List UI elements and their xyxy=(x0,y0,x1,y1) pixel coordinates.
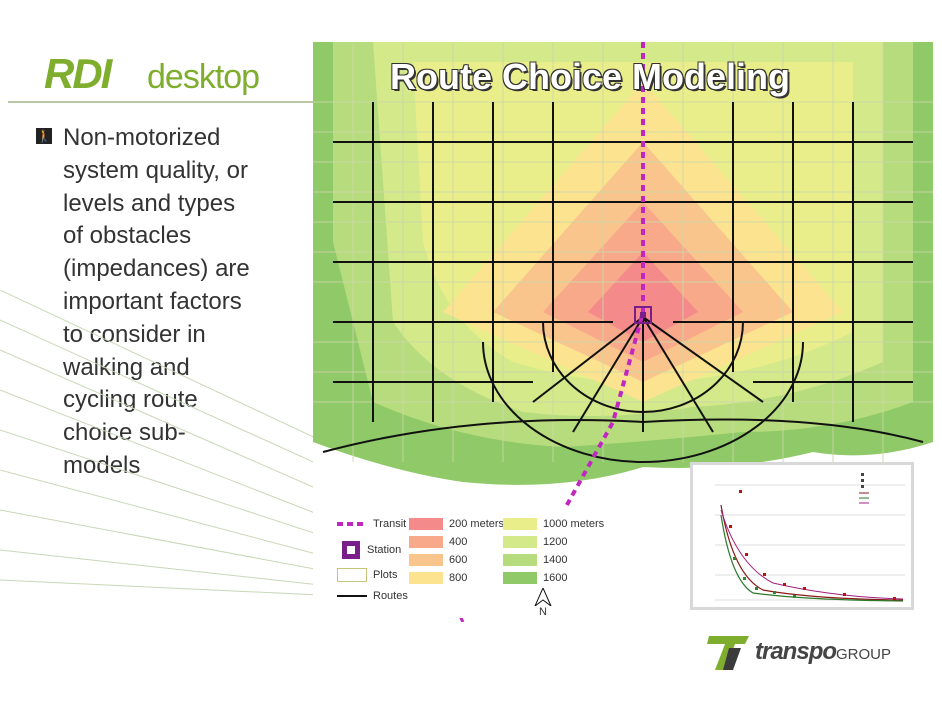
band-swatch xyxy=(409,536,443,548)
transit-line-icon xyxy=(337,522,367,526)
brand-suffix: GROUP xyxy=(836,646,892,663)
bullet-line: important factors xyxy=(63,287,242,315)
bullet-line: levels and types xyxy=(63,189,236,217)
band-label: 1400 xyxy=(543,554,568,566)
band-swatch xyxy=(503,518,537,530)
walking-person-icon: 🚶 xyxy=(36,128,52,144)
transpo-mark-icon xyxy=(707,636,749,670)
legend-station-label: Station xyxy=(367,544,402,556)
bullet-line: choice sub- xyxy=(63,419,186,447)
band-label: 400 xyxy=(449,536,468,548)
band-label: 800 xyxy=(449,572,468,584)
legend-transit: Transit xyxy=(337,518,406,530)
bullet-line: models xyxy=(63,451,141,479)
legend-plots-label: Plots xyxy=(373,569,398,581)
logo-mark: RDI xyxy=(44,50,112,97)
map-image xyxy=(313,42,933,622)
legend-band-1200: 1200 xyxy=(503,536,567,548)
legend-plots: Plots xyxy=(337,568,397,582)
slide-title: Route Choice Modeling xyxy=(390,56,790,97)
band-swatch xyxy=(409,554,443,566)
band-label: 200 meters xyxy=(449,518,505,530)
band-swatch xyxy=(503,536,537,548)
bullet-line: (impedances) are xyxy=(63,255,250,283)
bullet-line: to consider in xyxy=(63,320,206,348)
legend-band-800: 800 xyxy=(409,572,467,584)
north-arrow-icon xyxy=(534,588,552,606)
band-label: 1000 meters xyxy=(543,518,605,530)
legend-band-200: 200 meters xyxy=(409,518,504,530)
north-label: N xyxy=(539,606,547,618)
band-label: 600 xyxy=(449,554,468,566)
band-swatch xyxy=(409,572,443,584)
legend-routes: Routes xyxy=(337,590,408,602)
band-label: 1200 xyxy=(543,536,568,548)
distance-decay-inset-chart xyxy=(690,462,914,610)
bullet-text: Non-motorized system quality, or levels … xyxy=(63,122,293,483)
legend-band-400: 400 xyxy=(409,536,467,548)
station-icon xyxy=(342,541,360,559)
bullet-line: system quality, or xyxy=(63,156,248,184)
legend-station: Station xyxy=(341,540,401,560)
decorative-lines xyxy=(0,290,320,596)
transpo-wordmark: transpoGROUP xyxy=(755,638,891,666)
route-line-icon xyxy=(337,595,367,597)
band-label: 1600 xyxy=(543,572,568,584)
logo-word: desktop xyxy=(147,58,260,96)
map-legend: Transit Station Plots Routes 200 meters … xyxy=(321,508,611,618)
header-divider xyxy=(8,101,313,103)
legend-band-1600: 1600 xyxy=(503,572,567,584)
legend-routes-label: Routes xyxy=(373,590,408,602)
band-swatch xyxy=(503,572,537,584)
legend-band-1000: 1000 meters xyxy=(503,518,604,530)
brand-name: transpo xyxy=(755,638,837,665)
north-arrow: N xyxy=(533,588,553,618)
band-swatch xyxy=(503,554,537,566)
legend-band-600: 600 xyxy=(409,554,467,566)
transpo-group-logo: transpoGROUP xyxy=(707,632,907,674)
legend-band-1400: 1400 xyxy=(503,554,567,566)
rdi-desktop-logo: RDI desktop xyxy=(44,44,294,100)
bullet-line: Non-motorized xyxy=(63,124,221,151)
legend-transit-label: Transit xyxy=(373,518,407,530)
plots-swatch xyxy=(337,568,367,582)
band-swatch xyxy=(409,518,443,530)
inset-chart-image xyxy=(693,465,911,607)
bullet-line: of obstacles xyxy=(63,222,192,250)
